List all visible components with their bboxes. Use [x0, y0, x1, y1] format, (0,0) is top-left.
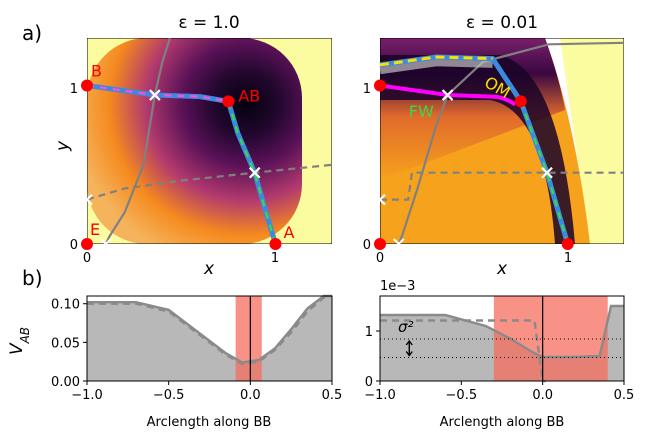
- panel-label-b: b): [22, 266, 43, 290]
- chart-title-left: ε = 1.0: [178, 13, 239, 33]
- nullcline-solid: [104, 37, 171, 245]
- v-area: [87, 296, 332, 381]
- y-tick-0-right: 0: [363, 238, 371, 253]
- x-tick-label: −0.5: [446, 388, 478, 403]
- x-tick-label: 0.5: [614, 388, 635, 403]
- panel-label-a: a): [22, 21, 42, 45]
- y-tick-label: 0.05: [51, 336, 80, 351]
- x-axis-label-right: x: [496, 259, 508, 279]
- y-axis-label-bottom-left: VAB: [7, 327, 32, 355]
- sigma-arrow: [405, 339, 413, 357]
- chart-title-right: ε = 0.01: [466, 13, 538, 33]
- y-tick-label: 1: [365, 325, 373, 340]
- saddle-x-mark: [374, 193, 386, 206]
- saddle-x-mark: [81, 193, 93, 206]
- nullcline-dashed: [86, 163, 333, 201]
- y-tick-1-left: 1: [70, 82, 78, 97]
- y-tick-1-right: 1: [363, 82, 371, 97]
- plot-bottom-right: −1.0 −0.5 0.0 0.5 0 1: [364, 295, 635, 403]
- y-tick-0-left: 0: [70, 238, 78, 253]
- plot-frame: [86, 295, 333, 382]
- scale-label-bottom-right: 1e−3: [380, 279, 415, 294]
- path-label: FW: [409, 102, 434, 121]
- heatmap-right: [380, 38, 624, 244]
- saddle-x-mark: [248, 166, 261, 179]
- minimum-point: [269, 238, 282, 250]
- x-tick-0-right: 0: [376, 251, 384, 266]
- saddle-x-mark: [392, 238, 405, 250]
- x-axis-label-left: x: [203, 259, 215, 279]
- y-axis-label-left: y: [53, 140, 73, 152]
- x-axis-label-bottom-left: Arclength along BB: [147, 415, 272, 430]
- plot-frame: [379, 295, 625, 382]
- point-label: A: [283, 223, 294, 242]
- saddle-x-mark: [441, 89, 454, 101]
- v-line-dashed: [380, 319, 546, 383]
- x-tick-1-left: 1: [271, 251, 279, 266]
- path-fw: [379, 83, 517, 107]
- minimum-point: [81, 238, 93, 250]
- x-tick-label: −1.0: [364, 388, 396, 403]
- y-tick-label: 0.00: [51, 375, 80, 390]
- point-label: B: [91, 62, 102, 81]
- heatmap-left: [87, 38, 332, 244]
- noise-band: [379, 57, 493, 75]
- minimum-point: [222, 95, 235, 108]
- nullcline-solid: [397, 41, 625, 245]
- plot-left: B AB A E: [81, 37, 333, 250]
- point-label: AB: [238, 86, 260, 105]
- path-om-dashes: [379, 55, 493, 67]
- x-tick-label: −1.0: [71, 388, 103, 403]
- x-tick-label: 0.0: [240, 388, 261, 403]
- minimum-point: [561, 238, 574, 250]
- minimum-point: [374, 238, 386, 250]
- minimum-point: [81, 79, 93, 92]
- x-tick-label: 0.5: [322, 388, 343, 403]
- path-upper-branch-dashes: [86, 84, 229, 103]
- saddle-x-mark: [149, 89, 161, 101]
- y-tick-label: 0.10: [51, 298, 80, 313]
- saddle-x-mark: [541, 166, 553, 179]
- minimum-point: [374, 79, 386, 92]
- shaded-interval: [235, 296, 262, 381]
- point-label: E: [90, 220, 100, 239]
- x-tick-0-left: 0: [83, 251, 91, 266]
- x-axis-label-bottom-right: Arclength along BB: [440, 415, 565, 430]
- x-tick-label: 0.0: [532, 388, 553, 403]
- x-tick-1-right: 1: [564, 251, 572, 266]
- plot-bottom-left: −1.0 −0.5 0.0 0.5 0.00 0.05 0.10: [51, 294, 343, 403]
- nullcline-dashed: [380, 171, 624, 201]
- v-line-solid: [380, 304, 624, 359]
- x-tick-label: −0.5: [153, 388, 185, 403]
- saddle-x-mark: [100, 238, 112, 250]
- y-tick-label: 0: [365, 375, 373, 390]
- minimum-point: [514, 95, 527, 108]
- sigma-annotation: σ²: [398, 318, 414, 336]
